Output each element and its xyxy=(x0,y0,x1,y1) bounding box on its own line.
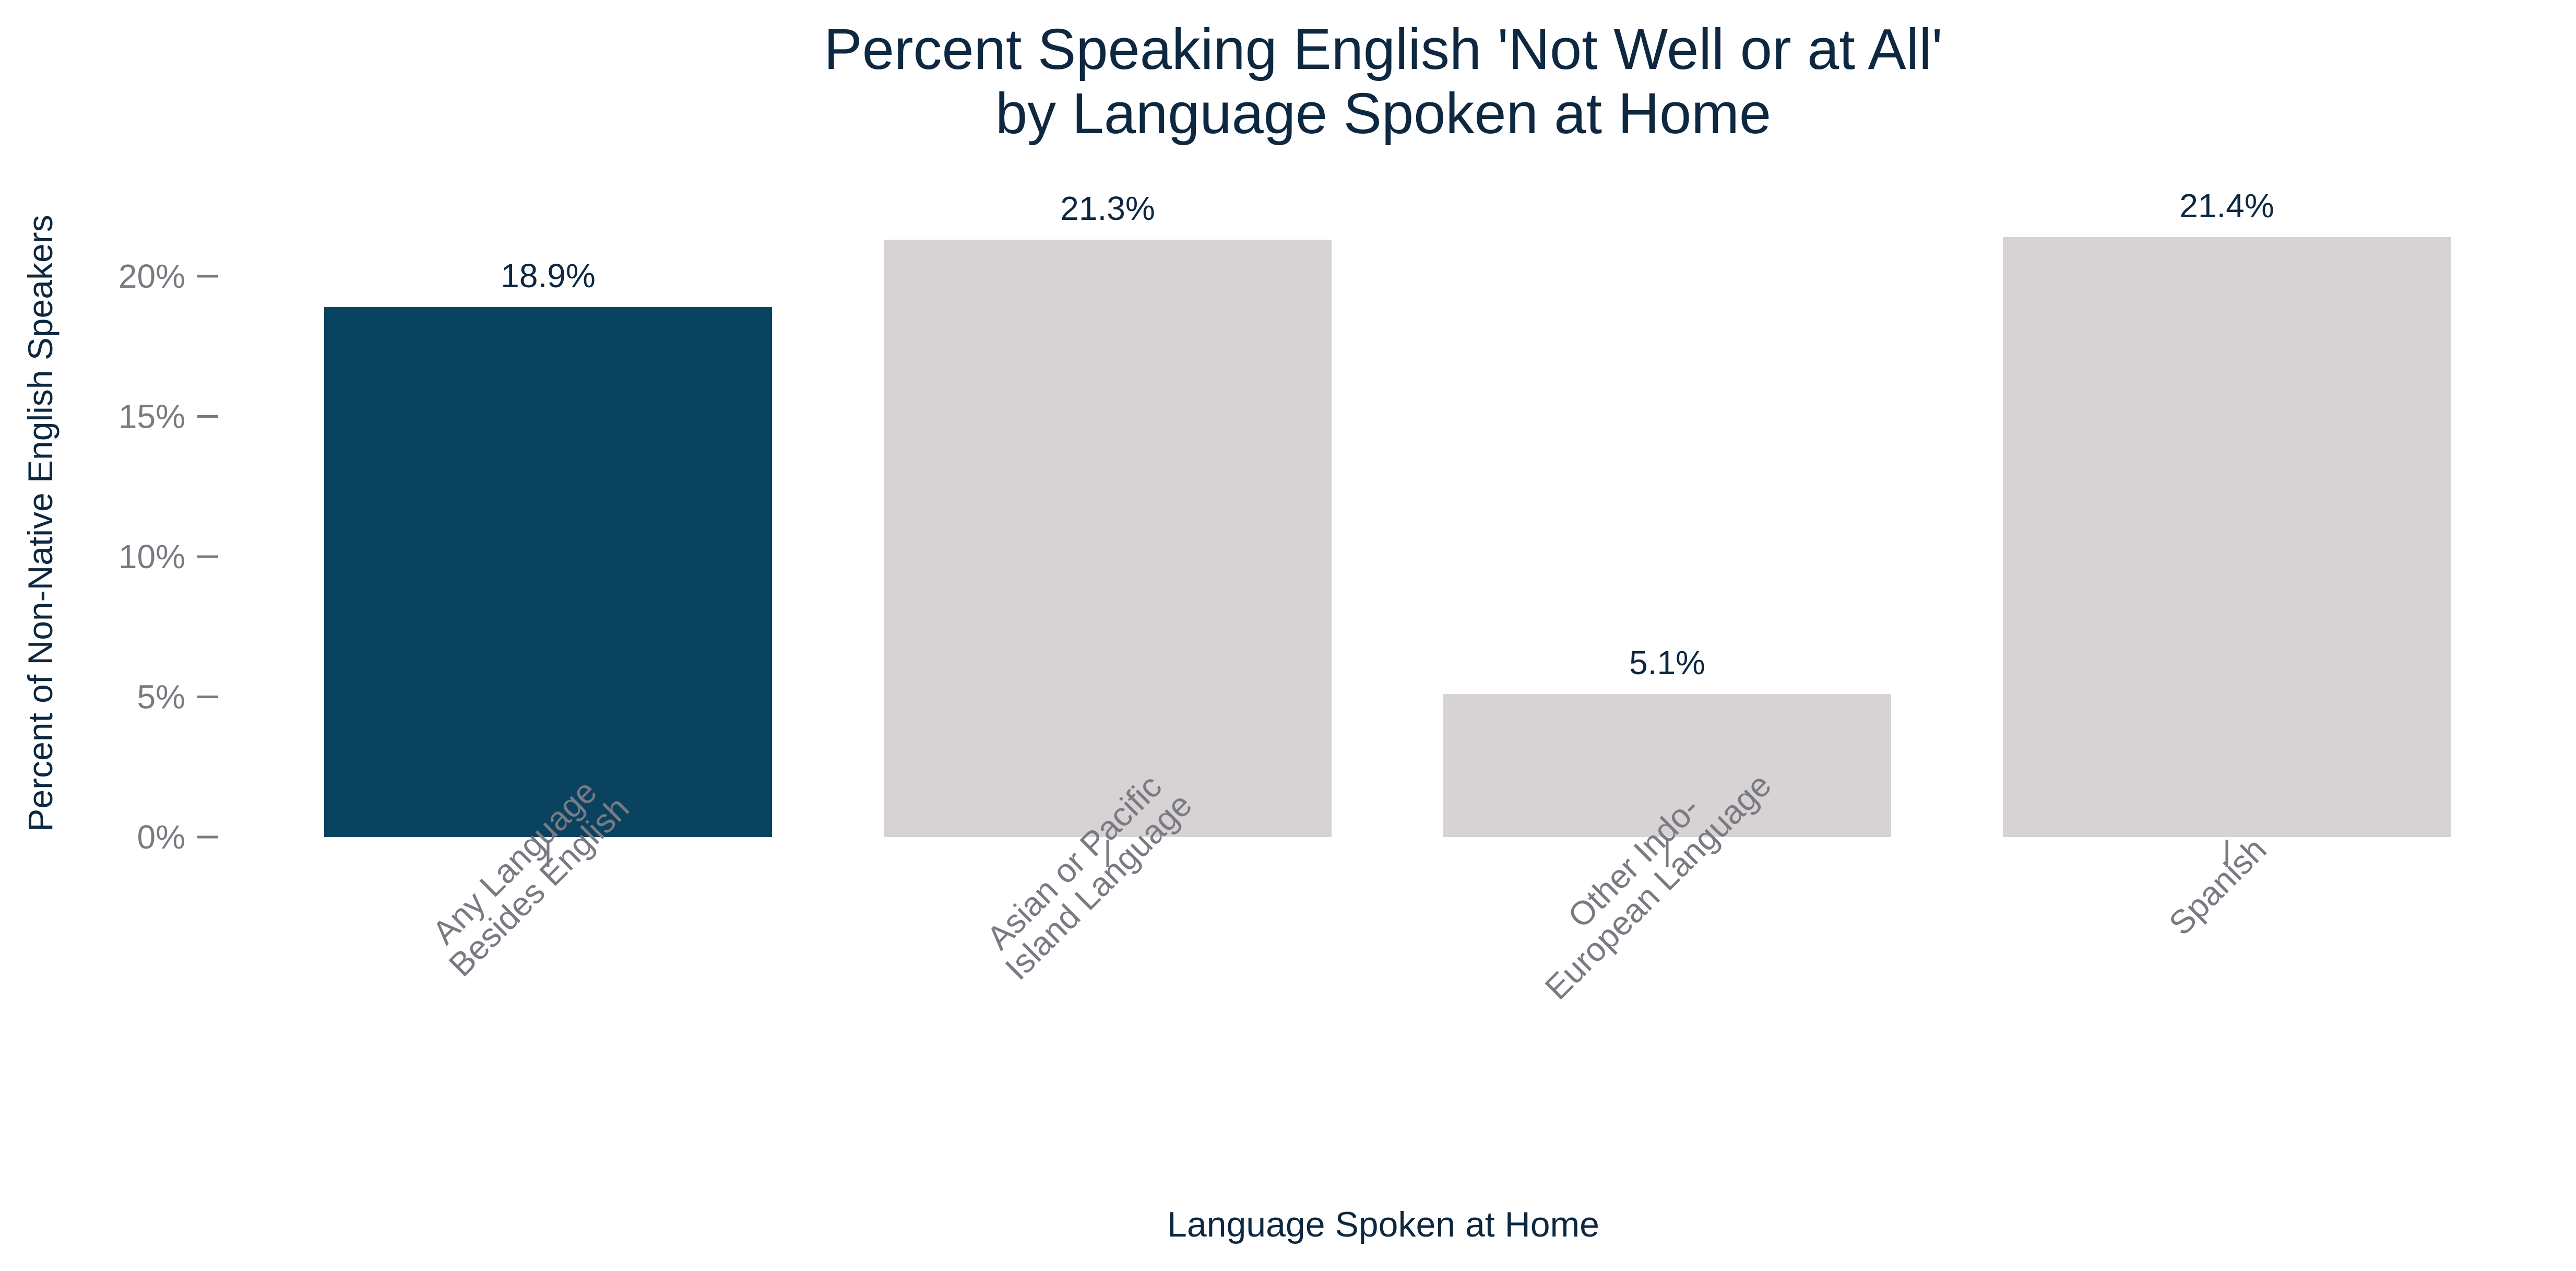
y-axis-label: Percent of Non-Native English Speakers xyxy=(21,215,60,831)
data-label: 18.9% xyxy=(501,257,595,295)
bar xyxy=(2003,237,2451,837)
bar xyxy=(324,307,772,837)
chart-title: Percent Speaking English 'Not Well or at… xyxy=(824,17,1942,146)
chart-title-line-1: Percent Speaking English 'Not Well or at… xyxy=(824,17,1942,81)
y-axis: 0% 5% 10% 15% 20% xyxy=(118,257,218,856)
y-tick-label: 0% xyxy=(137,818,186,856)
y-tick-label: 5% xyxy=(137,678,186,716)
y-tick-label: 20% xyxy=(118,257,185,295)
y-tick-label: 10% xyxy=(118,538,185,575)
bars xyxy=(324,237,2451,838)
data-labels: 18.9% 21.3% 5.1% 21.4% xyxy=(501,187,2274,681)
data-label: 21.4% xyxy=(2179,187,2274,225)
y-tick-label: 15% xyxy=(118,398,185,436)
x-tick-label: Spanish xyxy=(2162,830,2273,942)
data-label: 21.3% xyxy=(1060,190,1155,227)
x-tick-label-line: Spanish xyxy=(2162,830,2273,942)
bar xyxy=(884,240,1332,838)
x-axis-label: Language Spoken at Home xyxy=(1167,1205,1599,1244)
bar xyxy=(1443,694,1891,837)
data-label: 5.1% xyxy=(1629,644,1705,681)
chart-title-line-2: by Language Spoken at Home xyxy=(995,81,1771,146)
